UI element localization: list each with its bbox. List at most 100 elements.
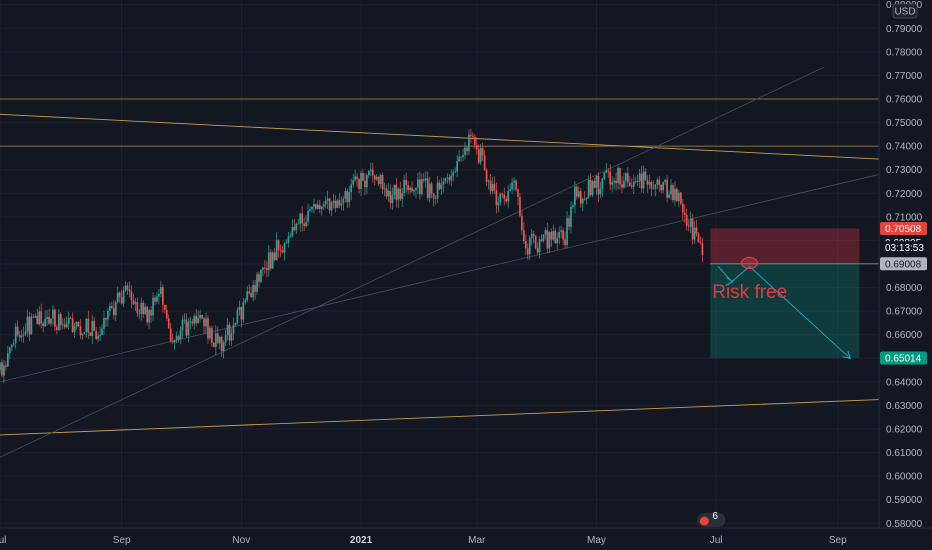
candle-body [515, 180, 517, 190]
candle-body [528, 237, 531, 255]
candle-body [271, 252, 274, 269]
candle-body [138, 313, 141, 315]
candle-body [366, 175, 368, 188]
candle-body [477, 149, 480, 163]
candle-body [56, 326, 58, 330]
candle-body [458, 156, 460, 162]
candle-body [285, 242, 288, 244]
resistance-trendline[interactable] [0, 113, 880, 160]
candle-body [38, 311, 41, 325]
risk-free-annotation[interactable]: Risk free [712, 282, 787, 303]
candle-body [683, 212, 686, 216]
currency-button[interactable]: USD [892, 3, 918, 19]
candle-body [542, 234, 545, 241]
candle-body [309, 209, 311, 211]
candle-body [397, 188, 400, 200]
candle-body [521, 215, 523, 231]
candle-body [689, 218, 692, 227]
time-axis[interactable]: Jul Sep Nov 2021 Mar May Jul Sep [0, 535, 847, 546]
candle-body [134, 302, 137, 304]
candle-body [107, 310, 109, 320]
candle-body [373, 175, 376, 180]
candle-body [534, 235, 537, 249]
candle-body [407, 184, 409, 191]
candle-body [265, 267, 268, 271]
candle-body [389, 190, 392, 203]
candle-body [281, 250, 284, 253]
candle-body [383, 188, 386, 190]
candle-body [124, 285, 127, 291]
candle-body [695, 227, 698, 234]
candle-body [201, 314, 203, 319]
candle-body [597, 175, 600, 195]
candle-body [342, 198, 345, 204]
candle-body [297, 223, 300, 225]
candle-body [585, 197, 588, 200]
candle-body [248, 291, 251, 294]
events-badge[interactable]: 6 [697, 511, 726, 527]
candle-body [340, 203, 343, 206]
candle-body [599, 188, 602, 195]
stop-loss-zone[interactable] [710, 228, 860, 264]
candle-body [589, 179, 592, 195]
path-arrow-to-target[interactable] [749, 265, 850, 357]
candle-body [454, 171, 457, 173]
candle-body [674, 188, 676, 201]
candle-body [385, 188, 388, 197]
candle-body [256, 274, 258, 292]
candle-body [63, 324, 66, 328]
candle-body [28, 316, 31, 335]
candle-body [697, 233, 700, 243]
candle-body [12, 343, 15, 345]
candle-body [360, 173, 362, 189]
candle-body [267, 252, 270, 271]
candle-body [507, 191, 510, 202]
trendlines[interactable] [0, 66, 880, 458]
candle-body [179, 330, 182, 340]
events-count: 6 [712, 511, 718, 522]
support-trendline[interactable] [0, 399, 880, 436]
candle-body [436, 182, 439, 199]
candle-body [279, 249, 282, 251]
candle-body [426, 178, 429, 198]
candle-body [628, 182, 631, 186]
candle-body [40, 311, 43, 324]
thin-trendline[interactable] [0, 66, 825, 458]
candle-body [238, 307, 241, 311]
candle-body [81, 333, 84, 336]
candle-body [326, 198, 329, 201]
candle-body [432, 193, 435, 199]
projection-arrows[interactable] [717, 257, 850, 358]
candle-body [163, 304, 166, 310]
candle-body [250, 293, 252, 298]
candle-body [73, 326, 76, 332]
candle-body [413, 190, 415, 192]
breakeven-circle-marker[interactable] [741, 257, 759, 270]
candle-body [140, 302, 143, 314]
price-tick-label: 0.61000 [886, 448, 923, 459]
candle-body [136, 302, 139, 314]
candle-body [473, 136, 476, 145]
candle-body [275, 240, 278, 261]
take-profit-zone[interactable] [710, 263, 860, 358]
candle-body [122, 290, 125, 304]
candle-body [203, 318, 205, 327]
candle-body [544, 230, 547, 235]
price-label-box [880, 257, 927, 271]
candle-body [532, 233, 535, 236]
candle-body [352, 180, 355, 185]
price-tick-label: 0.60000 [886, 472, 923, 483]
candle-body [652, 188, 655, 190]
candle-body [403, 179, 406, 193]
candle-body [391, 195, 394, 203]
candle-body [67, 317, 70, 324]
candle-body [379, 175, 382, 184]
candle-body [14, 326, 17, 344]
candlestick-series [0, 128, 704, 384]
candle-body [574, 186, 576, 206]
thin-trendline[interactable] [0, 174, 880, 383]
path-arrow-to-entry[interactable] [717, 265, 750, 281]
candle-body [509, 189, 511, 192]
